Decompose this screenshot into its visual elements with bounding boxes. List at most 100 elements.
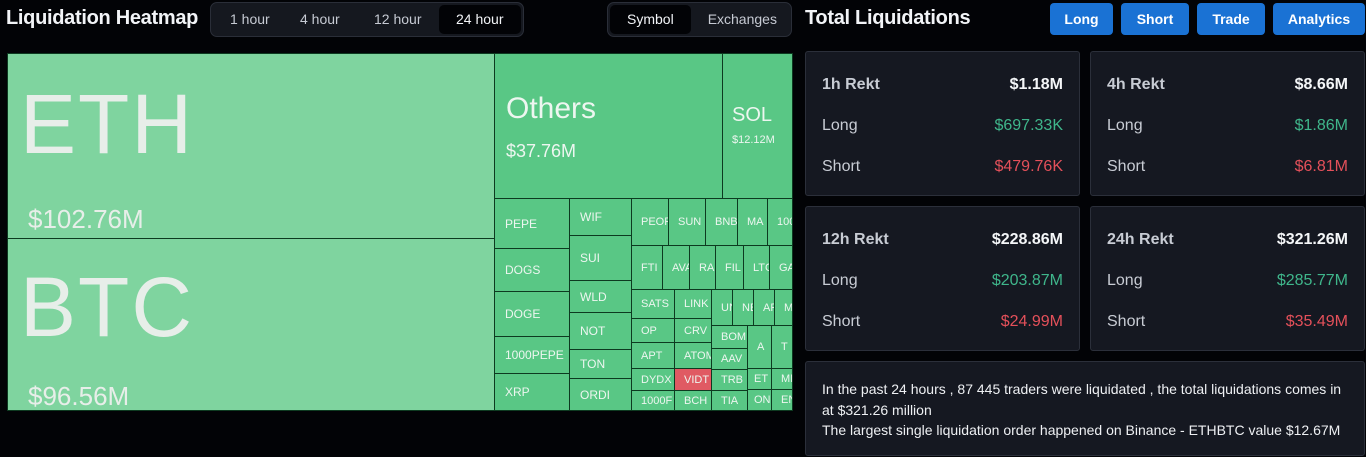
cell-value: $102.76M (28, 204, 144, 234)
short-value: $6.81M (1294, 158, 1348, 175)
heatmap-cell-1000f[interactable]: 1000F (631, 390, 675, 411)
heatmap-cell-m[interactable]: M (774, 289, 793, 326)
view-option-exchanges[interactable]: Exchanges (707, 11, 777, 27)
long-label: Long (822, 272, 858, 289)
card-label: 12h Rekt (822, 231, 889, 248)
long-value: $203.87M (991, 272, 1063, 289)
summary-line-1: In the past 24 hours , 87 445 traders we… (822, 381, 1342, 418)
heatmap-cell-bom[interactable]: BOM (711, 325, 748, 349)
heatmap-cell-eth[interactable]: ETH $102.76M (7, 53, 495, 239)
heatmap-cell-people[interactable]: PEOPLE (631, 198, 669, 246)
heatmap-cell-ga[interactable]: GA (769, 245, 793, 290)
short-label: Short (1107, 158, 1146, 175)
heatmap-cell-ava[interactable]: AVA (662, 245, 690, 290)
heatmap-cell-dydx[interactable]: DYDX (631, 368, 675, 391)
heatmap-cell-a[interactable]: A (747, 325, 772, 369)
long-label: Long (822, 117, 858, 134)
heatmap-cell-sui[interactable]: SUI (569, 235, 632, 281)
heatmap-cell-vidt[interactable]: VIDT (674, 368, 712, 391)
time-option-24h[interactable]: 24 hour (439, 5, 521, 34)
rekt-card-4h: 4h Rekt $8.66M Long $1.86M Short $6.81M (1090, 51, 1365, 196)
heatmap-cell-trb[interactable]: TRB (711, 369, 748, 391)
heatmap-cell-1000pepe[interactable]: 1000PEPE (494, 336, 570, 374)
short-label: Short (1107, 313, 1146, 330)
short-value: $479.76K (994, 158, 1063, 175)
long-label: Long (1107, 272, 1143, 289)
heatmap-cell-wld[interactable]: WLD (569, 280, 632, 313)
heatmap-cell-sats[interactable]: SATS (631, 289, 675, 319)
heatmap-cell-wif[interactable]: WIF (569, 198, 632, 236)
heatmap-cell-un[interactable]: UN (711, 289, 733, 326)
heatmap-cell-doge[interactable]: DOGE (494, 291, 570, 337)
heatmap-cell-xrp[interactable]: XRP (494, 373, 570, 411)
heatmap-cell-bch[interactable]: BCH (674, 390, 712, 411)
heatmap-cell-fti[interactable]: FTI (631, 245, 663, 290)
heatmap-cell-tia[interactable]: TIA (711, 390, 748, 411)
heatmap-cell-sun[interactable]: SUN (668, 198, 706, 246)
total-liquidations-title: Total Liquidations (805, 7, 971, 29)
card-total: $321.26M (1276, 231, 1348, 248)
heatmap-cell-crv[interactable]: CRV (674, 318, 712, 343)
heatmap-cell-ra[interactable]: RA (689, 245, 716, 290)
cell-symbol: Others (506, 92, 597, 125)
cell-value: $37.76M (506, 141, 577, 161)
heatmap-cell-aav[interactable]: AAV (711, 348, 748, 370)
long-label: Long (1107, 117, 1143, 134)
heatmap-cell-atom[interactable]: ATOM (674, 342, 712, 369)
short-value: $24.99M (1000, 313, 1063, 330)
heatmap-cell-sol[interactable]: SOL $12.12M (722, 53, 793, 199)
time-option-1h[interactable]: 1 hour (230, 11, 270, 27)
heatmap-cell-t[interactable]: T (771, 325, 793, 369)
heatmap-cell-ar[interactable]: AR (753, 289, 775, 326)
long-value: $285.77M (1276, 272, 1348, 289)
heatmap-cell-ordi[interactable]: ORDI (569, 378, 632, 411)
heatmap-cell-fil[interactable]: FIL (715, 245, 744, 290)
analytics-button[interactable]: Analytics (1273, 3, 1365, 35)
card-label: 24h Rekt (1107, 231, 1174, 248)
heatmap-cell-en[interactable]: EN (771, 389, 793, 411)
heatmap-cell-ne[interactable]: NE (732, 289, 754, 326)
heatmap-cell-btc[interactable]: BTC $96.56M (7, 238, 495, 411)
rekt-card-12h: 12h Rekt $228.86M Long $203.87M Short $24.9… (805, 206, 1080, 351)
cell-value: $12.12M (732, 134, 775, 146)
heatmap-cell-ton[interactable]: TON (569, 349, 632, 379)
short-value: $35.49M (1285, 313, 1348, 330)
heatmap-cell-op[interactable]: OP (631, 318, 675, 343)
short-label: Short (822, 158, 861, 175)
card-total: $1.18M (1009, 76, 1063, 93)
short-label: Short (822, 313, 861, 330)
view-option-symbol[interactable]: Symbol (610, 5, 691, 34)
cell-symbol: ETH (20, 77, 194, 171)
cell-symbol: SOL (732, 104, 773, 126)
time-option-4h[interactable]: 4 hour (300, 11, 340, 27)
heatmap-cell-not[interactable]: NOT (569, 312, 632, 350)
long-value: $697.33K (994, 117, 1063, 134)
heatmap-cell-dogs[interactable]: DOGS (494, 248, 570, 292)
time-range-selector: 1 hour 4 hour 12 hour 24 hour (210, 2, 524, 37)
long-button[interactable]: Long (1050, 3, 1113, 35)
liquidation-summary: In the past 24 hours , 87 445 traders we… (805, 361, 1365, 456)
heatmap-cell-on[interactable]: ON (747, 389, 772, 411)
heatmap-cell-apt[interactable]: APT (631, 342, 675, 369)
heatmap-cell-others[interactable]: Others $37.76M (494, 53, 723, 199)
rekt-card-24h: 24h Rekt $321.26M Long $285.77M Short $35.4… (1090, 206, 1365, 351)
summary-line-2: The largest single liquidation order hap… (822, 422, 1341, 438)
heatmap-cell-ma[interactable]: MA (737, 198, 768, 246)
time-option-12h[interactable]: 12 hour (374, 11, 422, 27)
heatmap-cell-et[interactable]: ET (747, 368, 772, 390)
cell-value: $96.56M (28, 381, 130, 411)
heatmap-cell-pepe[interactable]: PEPE (494, 198, 570, 249)
heatmap-cell-bnb[interactable]: BNB (705, 198, 738, 246)
heatmap-cell-100[interactable]: 100 (767, 198, 793, 246)
view-selector: Symbol Exchanges (607, 2, 792, 37)
card-label: 4h Rekt (1107, 76, 1165, 93)
short-button[interactable]: Short (1121, 3, 1189, 35)
heatmap-title: Liquidation Heatmap (6, 7, 199, 29)
card-total: $228.86M (991, 231, 1063, 248)
heatmap-cell-ltc[interactable]: LTC (743, 245, 770, 290)
heatmap-cell-link[interactable]: LINK (674, 289, 712, 319)
trade-button[interactable]: Trade (1197, 3, 1265, 35)
card-total: $8.66M (1294, 76, 1348, 93)
heatmap-cell-mi[interactable]: MI (771, 368, 793, 390)
cell-symbol: BTC (20, 260, 194, 354)
